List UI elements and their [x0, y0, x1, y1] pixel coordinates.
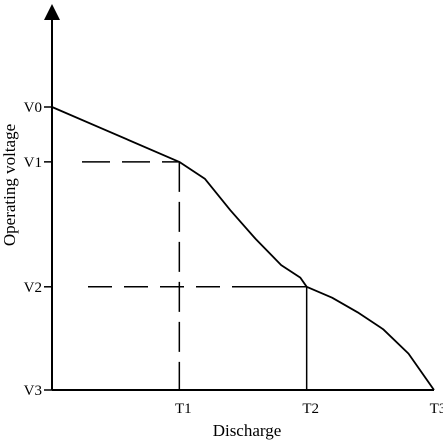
y-axis-title: Operating voltage — [0, 124, 19, 246]
x-axis-title: Discharge — [213, 421, 282, 440]
discharge-curve — [51, 106, 435, 391]
y-tick-label: V3 — [24, 383, 42, 399]
y-tick-label: V1 — [24, 155, 42, 171]
x-tick-label: T1 — [175, 401, 192, 417]
x-tick-label: T3 — [430, 401, 443, 417]
y-tick-label: V2 — [24, 280, 42, 296]
y-tick-label: V0 — [24, 100, 42, 116]
x-tick-label: T2 — [302, 401, 319, 417]
